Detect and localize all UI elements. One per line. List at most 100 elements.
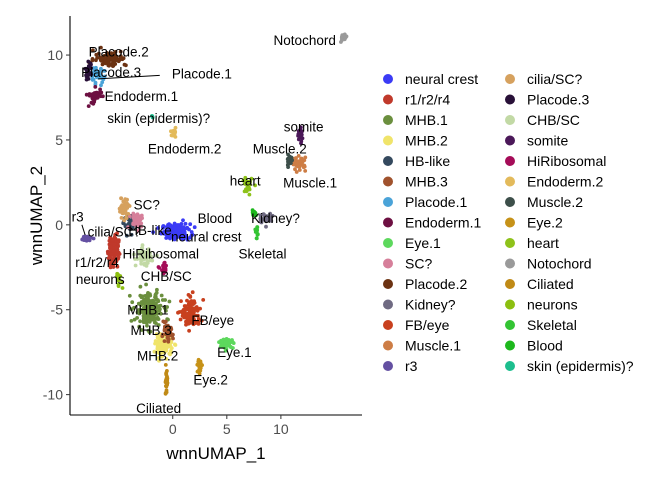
point-chb-sc: [140, 246, 145, 251]
point-mhb-1: [140, 294, 145, 299]
point-eye-1: [219, 342, 224, 347]
legend-label: Eye.1: [405, 235, 441, 251]
legend-label: Ciliated: [527, 276, 574, 292]
point-placode-2: [105, 51, 109, 55]
legend-key: [383, 176, 393, 187]
point-mhb-1: [138, 308, 143, 313]
point-r3: [83, 234, 87, 239]
point-ciliated: [163, 379, 168, 384]
point-eye-1: [223, 348, 228, 353]
point-placode-1: [95, 75, 99, 80]
point-placode-2: [106, 57, 111, 62]
point-mhb-1: [154, 321, 158, 325]
point-fb-eye: [195, 308, 200, 313]
point-placode-1: [92, 73, 97, 77]
point-ciliated: [163, 391, 168, 396]
point-mhb-1: [141, 299, 146, 304]
point-mhb-1: [135, 316, 140, 320]
point-cilia-sc: [120, 211, 125, 215]
point-kidney: [264, 224, 268, 229]
legend-label: SC?: [405, 256, 432, 272]
x-tick-label: 10: [273, 421, 289, 437]
point-neural-crest: [188, 222, 193, 227]
point-chb-sc: [132, 252, 136, 257]
point-placode-2: [108, 53, 113, 57]
legend-key: [505, 361, 515, 371]
point-mhb-1: [156, 323, 161, 327]
cluster-label-kidney: Kidney?: [251, 211, 300, 226]
legend-label: r1/r2/r4: [405, 92, 450, 108]
point-somite: [299, 141, 303, 146]
point-mhb-1: [138, 319, 143, 324]
point-neural-crest: [183, 226, 188, 231]
point-fb-eye: [196, 317, 201, 321]
point-neural-crest: [172, 237, 177, 242]
point-placode-3: [84, 73, 89, 77]
legend-item-muscle-2: Muscle.2: [505, 194, 583, 210]
point-placode-2: [91, 48, 95, 53]
cluster-label-endoderm-1: Endoderm.1: [105, 89, 179, 104]
point-sc: [136, 228, 141, 233]
point-chb-sc: [147, 255, 152, 260]
legend-item-placode-1: Placode.1: [383, 194, 467, 210]
point-mhb-1: [167, 299, 172, 304]
point-notochord: [340, 38, 344, 43]
point-neurons: [116, 276, 120, 281]
point-mhb-2: [157, 358, 161, 363]
x-axis-title: wnnUMAP_1: [165, 444, 265, 463]
point-mhb-2: [164, 357, 169, 361]
point-sc: [139, 214, 144, 219]
point-endoderm-2: [173, 125, 178, 130]
point-kidney: [268, 211, 272, 216]
point-eye-2: [196, 357, 201, 362]
axes: 0 5 10 -10 -5 0 5 10 wnnUMAP_1 wnnUMAP_2: [27, 16, 362, 463]
series-endoderm-1: [84, 85, 105, 108]
series-ciliated: [163, 363, 170, 396]
point-r1-r2-r4: [114, 245, 119, 250]
point-neurons: [120, 286, 125, 290]
point-neural-crest: [168, 232, 173, 237]
point-hiribosomal: [156, 265, 161, 269]
point-neural-crest: [167, 223, 172, 228]
point-cilia-sc: [124, 212, 129, 216]
point-endoderm-2: [169, 129, 173, 134]
cluster-label-neurons: neurons: [76, 272, 125, 287]
point-eye-1: [228, 345, 233, 349]
point-placode-2: [103, 59, 108, 63]
point-mhb-1: [152, 301, 157, 306]
legend-key: [505, 217, 515, 228]
point-mhb-3: [169, 327, 174, 332]
point-kidney: [262, 212, 266, 217]
point-sc: [135, 213, 139, 217]
point-fb-eye: [191, 322, 196, 327]
point-neural-crest: [184, 234, 189, 239]
point-neural-crest: [175, 223, 180, 227]
point-mhb-1: [130, 300, 135, 305]
point-endoderm-2: [173, 130, 178, 134]
point-mhb-1: [150, 310, 155, 315]
point-mhb-2: [156, 335, 161, 340]
legend-item-cilia-sc: cilia/SC?: [505, 71, 582, 87]
point-neural-crest: [187, 227, 191, 232]
point-fb-eye: [184, 322, 188, 327]
point-chb-sc: [140, 253, 144, 258]
legend-key: [383, 299, 393, 310]
point-neural-crest: [151, 230, 156, 235]
point-r1-r2-r4: [110, 237, 115, 242]
cluster-label-somite: somite: [284, 119, 324, 134]
point-kidney: [267, 218, 272, 223]
cluster-label-fb-eye: FB/eye: [191, 313, 234, 328]
point-fb-eye: [187, 328, 192, 333]
point-mhb-1: [148, 329, 153, 334]
point-endoderm-1: [86, 104, 91, 108]
series-fb-eye: [176, 290, 206, 333]
point-mhb-2: [157, 355, 161, 360]
point-mhb-2: [173, 343, 178, 347]
y-axis-ticks: -10 -5 0 5 10: [43, 47, 70, 403]
series-blood: [250, 208, 258, 218]
point-endoderm-1: [96, 93, 100, 98]
point-fb-eye: [185, 298, 189, 303]
y-tick-label: 5: [55, 132, 63, 148]
legend-item-kidney: Kidney?: [383, 297, 456, 313]
